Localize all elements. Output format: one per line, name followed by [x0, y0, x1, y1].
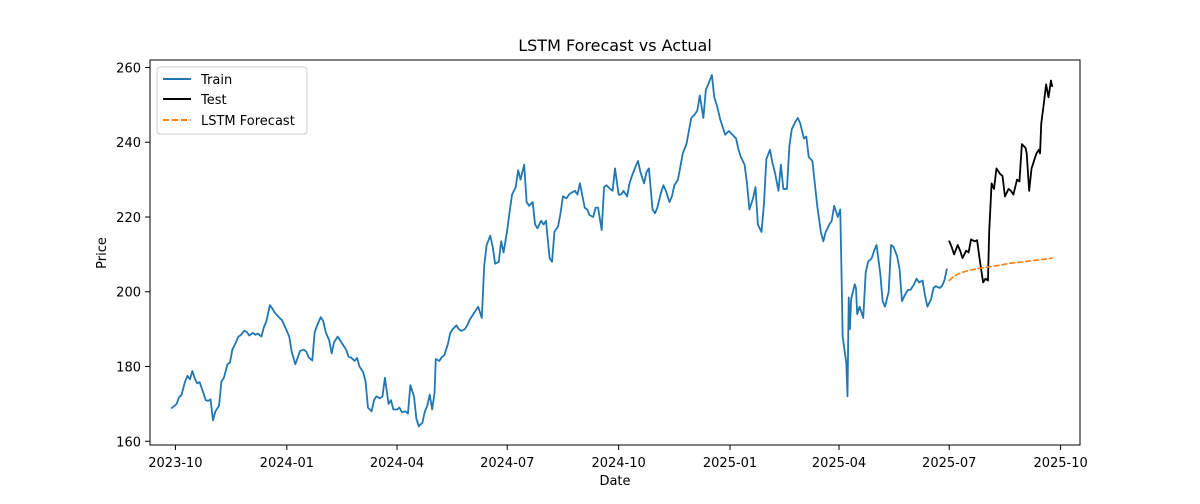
y-tick-label: 160 — [116, 435, 141, 450]
legend-box — [156, 66, 308, 135]
y-axis-label: Price — [95, 237, 110, 269]
x-tick-label: 2025-01 — [703, 456, 757, 471]
x-axis-label: Date — [599, 474, 630, 489]
y-axis-ticks: 160 180 200 220 240 260 — [116, 61, 150, 450]
y-tick-label: 220 — [116, 211, 141, 226]
y-tick-label: 200 — [116, 286, 141, 301]
series-line-forecast — [948, 257, 1053, 282]
x-tick-label: 2025-04 — [812, 456, 866, 471]
y-tick-label: 180 — [116, 361, 141, 376]
legend-forecast-label: LSTM Forecast — [201, 114, 295, 129]
x-tick-label: 2024-10 — [591, 456, 645, 471]
y-tick-label: 240 — [116, 136, 141, 151]
legend-test-label: Test — [200, 93, 227, 108]
x-tick-label: 2023-10 — [148, 456, 202, 471]
legend-train-label: Train — [200, 73, 232, 88]
legend: Train Test LSTM Forecast — [156, 66, 308, 135]
series-line-test — [948, 79, 1054, 284]
plot-frame — [149, 59, 1081, 446]
x-tick-label: 2024-07 — [480, 456, 534, 471]
x-tick-label: 2025-10 — [1033, 456, 1087, 471]
x-tick-label: 2024-04 — [370, 456, 424, 471]
x-tick-label: 2024-01 — [260, 456, 314, 471]
series-line-train — [170, 74, 948, 428]
y-tick-label: 260 — [116, 61, 141, 76]
x-axis-ticks: 2023-10 2024-01 2024-04 2024-07 2024-10 2025-… — [148, 445, 1088, 471]
series-layer — [170, 74, 1054, 428]
x-tick-label: 2025-07 — [922, 456, 976, 471]
chart-title: LSTM Forecast vs Actual — [518, 36, 712, 55]
